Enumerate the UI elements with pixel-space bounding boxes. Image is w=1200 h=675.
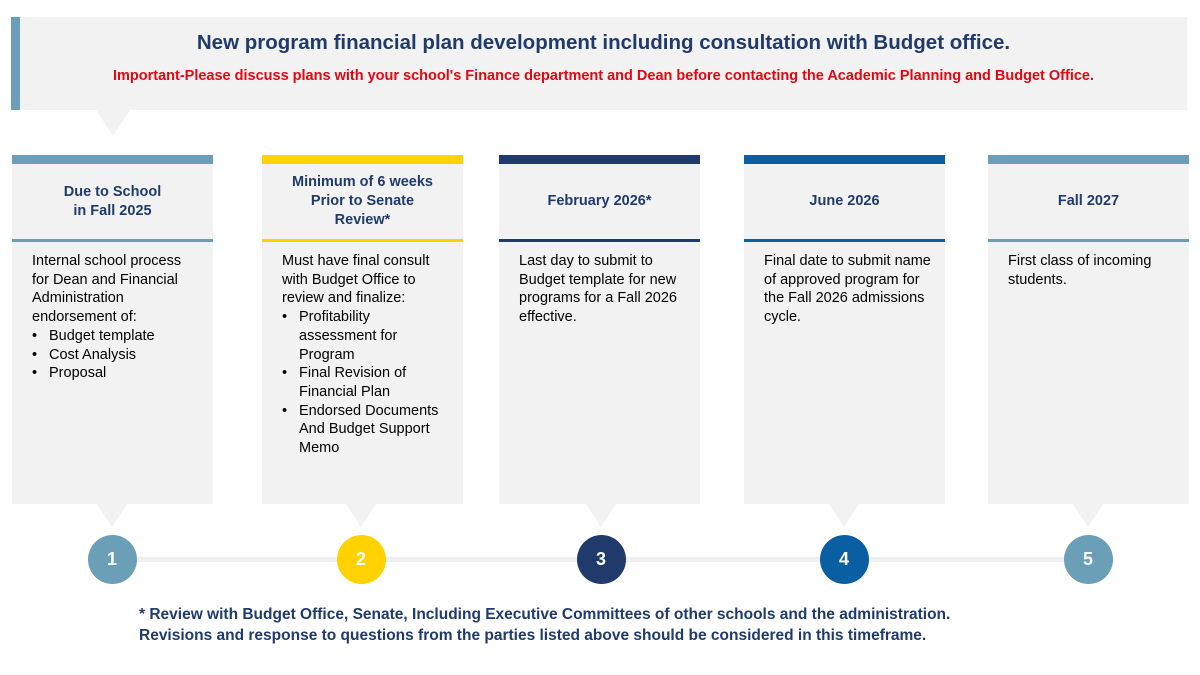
card-bullet-item: Budget template bbox=[32, 327, 201, 346]
card-body: Internal school process for Dean and Fin… bbox=[32, 252, 201, 383]
card-top-bar bbox=[744, 155, 945, 164]
card-divider bbox=[988, 239, 1189, 242]
card-bullet-item: Cost Analysis bbox=[32, 346, 201, 365]
card-pointer bbox=[1073, 504, 1103, 527]
card-bullet-list: Budget templateCost AnalysisProposal bbox=[32, 327, 201, 383]
step-card-1: Due to School in Fall 2025 Internal school… bbox=[12, 155, 213, 504]
important-notice: Important-Please discuss plans with your… bbox=[112, 68, 1095, 84]
step-card-4: June 2026 Final date to submit name of ap… bbox=[744, 155, 945, 504]
card-divider bbox=[499, 239, 700, 242]
card-title: Due to School in Fall 2025 bbox=[63, 183, 162, 219]
card-body: Last day to submit to Budget template fo… bbox=[519, 252, 688, 327]
card-bullet-item: Profitability assessment for Program bbox=[282, 308, 451, 364]
step-number-1: 1 bbox=[87, 535, 137, 584]
card-bullet-list: Profitability assessment for ProgramFina… bbox=[282, 308, 451, 458]
card-description: Internal school process for Dean and Fin… bbox=[32, 253, 182, 326]
step-card-3: February 2026* Last day to submit to Budg… bbox=[499, 155, 700, 504]
header-banner: New program financial plan development i… bbox=[11, 17, 1187, 110]
header-pointer bbox=[96, 110, 130, 136]
card-pointer bbox=[586, 504, 616, 527]
card-body: Must have final consult with Budget Offi… bbox=[282, 252, 451, 458]
card-pointer bbox=[97, 504, 127, 527]
step-number-3: 3 bbox=[576, 535, 626, 584]
card-top-bar bbox=[12, 155, 213, 164]
page-title: New program financial plan development i… bbox=[196, 31, 1011, 54]
step-card-2: Minimum of 6 weeks Prior to Senate Review*… bbox=[262, 155, 463, 504]
card-pointer bbox=[346, 504, 376, 527]
step-card-5: Fall 2027 First class of incoming student… bbox=[988, 155, 1189, 504]
card-bullet-item: Final Revision of Financial Plan bbox=[282, 364, 451, 401]
card-body: Final date to submit name of approved pr… bbox=[764, 252, 933, 327]
card-bullet-item: Proposal bbox=[32, 364, 201, 383]
footnote: * Review with Budget Office, Senate, Inc… bbox=[139, 604, 1139, 646]
card-divider bbox=[744, 239, 945, 242]
card-body: First class of incoming students. bbox=[1008, 252, 1177, 289]
card-pointer bbox=[829, 504, 859, 527]
card-bullet-item: Endorsed Documents And Budget Support Me… bbox=[282, 402, 451, 458]
card-divider bbox=[262, 239, 463, 242]
card-description: Final date to submit name of approved pr… bbox=[764, 253, 931, 326]
card-top-bar bbox=[988, 155, 1189, 164]
card-description: Must have final consult with Budget Offi… bbox=[282, 253, 430, 307]
card-top-bar bbox=[499, 155, 700, 164]
card-title: June 2026 bbox=[809, 193, 880, 209]
footnote-line-1: * Review with Budget Office, Senate, Inc… bbox=[139, 606, 951, 623]
card-title: Fall 2027 bbox=[1057, 193, 1120, 209]
step-number-4: 4 bbox=[819, 535, 869, 584]
card-description: First class of incoming students. bbox=[1008, 253, 1152, 288]
card-title: Minimum of 6 weeks Prior to Senate Review* bbox=[291, 174, 433, 228]
footnote-line-2: Revisions and response to questions from… bbox=[139, 627, 927, 644]
card-title: February 2026* bbox=[547, 193, 652, 209]
step-number-5: 5 bbox=[1063, 535, 1113, 584]
step-number-2: 2 bbox=[336, 535, 386, 584]
card-top-bar bbox=[262, 155, 463, 164]
card-description: Last day to submit to Budget template fo… bbox=[519, 253, 677, 326]
card-divider bbox=[12, 239, 213, 242]
